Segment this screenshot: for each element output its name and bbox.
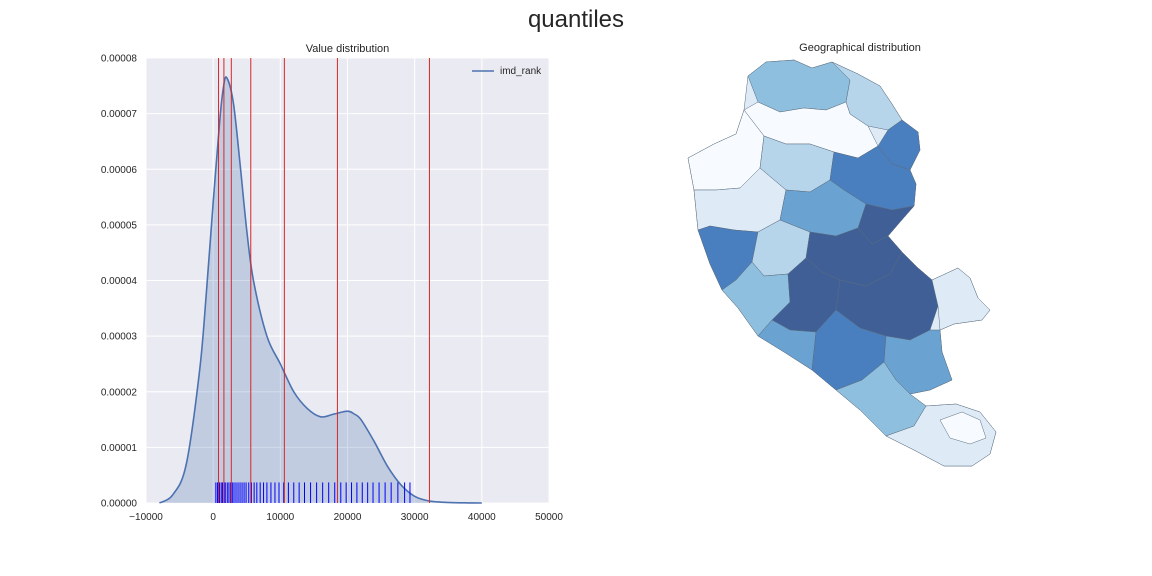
figure-title: quantiles bbox=[527, 6, 625, 33]
map-title: Geographical distribution bbox=[799, 42, 921, 54]
value-distribution-chart: −10000 0 10000 20000 30000 40000 50000 0.00000 0… bbox=[101, 43, 563, 523]
x-tick-label: 0 bbox=[210, 512, 216, 523]
x-tick-label: −10000 bbox=[129, 512, 163, 523]
y-tick-label: 0.00001 bbox=[101, 443, 138, 454]
y-tick-label: 0.00007 bbox=[101, 109, 138, 120]
density-line bbox=[159, 76, 482, 504]
x-tick-label: 50000 bbox=[535, 512, 563, 523]
map-region bbox=[939, 411, 987, 445]
density-area bbox=[159, 76, 482, 503]
x-tick-label: 10000 bbox=[266, 512, 294, 523]
x-tick-label: 20000 bbox=[334, 512, 362, 523]
y-tick-label: 0.00006 bbox=[101, 165, 138, 176]
y-tick-label: 0.00005 bbox=[101, 220, 138, 231]
y-tick-label: 0.00004 bbox=[101, 276, 138, 287]
y-tick-label: 0.00000 bbox=[101, 499, 138, 510]
map-region bbox=[835, 361, 927, 437]
y-tick-label: 0.00002 bbox=[101, 387, 138, 398]
map-region bbox=[931, 267, 991, 331]
legend-label: imd_rank bbox=[500, 66, 542, 77]
geographical-distribution-map bbox=[687, 59, 997, 467]
x-tick-label: 40000 bbox=[468, 512, 496, 523]
chart-title: Value distribution bbox=[306, 43, 390, 55]
map-regions bbox=[687, 59, 997, 467]
y-tick-label: 0.00008 bbox=[101, 54, 138, 65]
y-tick-label: 0.00003 bbox=[101, 332, 138, 343]
x-tick-label: 30000 bbox=[401, 512, 429, 523]
